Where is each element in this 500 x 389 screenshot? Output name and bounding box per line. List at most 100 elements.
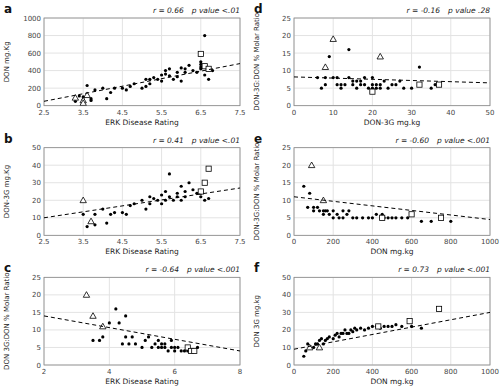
dot-point [390, 83, 393, 86]
dot-point [312, 209, 315, 212]
grid-line [294, 53, 490, 54]
dot-point [316, 206, 319, 209]
grid-line [83, 148, 84, 236]
dot-point [160, 202, 163, 205]
tick-label: 0 [37, 362, 41, 370]
tick-label: 1000 [23, 15, 41, 23]
plot-frame [294, 277, 490, 365]
dot-point [420, 220, 423, 223]
y-axis-label: DON 3G mg.kg [253, 295, 261, 347]
dot-point [394, 323, 397, 326]
tick-label: 7.5 [234, 109, 245, 117]
dot-point [336, 213, 339, 216]
dot-point [184, 190, 187, 193]
dot-point [105, 97, 108, 100]
tick-label: 25 [282, 144, 291, 152]
dot-point [320, 337, 323, 340]
dot-point [312, 206, 315, 209]
dot-point [180, 80, 183, 83]
tick-label: 10 [282, 67, 291, 75]
dot-point [363, 328, 366, 331]
x-axis-label: ERK Disease Rating [105, 247, 179, 256]
x-axis-label: DON mg.kg [370, 377, 413, 386]
tick-label: 5 [287, 85, 291, 93]
square-point [370, 89, 375, 94]
dot-point [144, 78, 147, 81]
dot-point [125, 88, 128, 91]
x-axis-label: ERK Disease Rating [105, 377, 179, 386]
tick-label: 40 [282, 291, 291, 299]
square-point [192, 348, 197, 353]
tick-label: 0 [292, 368, 296, 376]
square-point [436, 306, 441, 311]
triangle-point [330, 36, 336, 42]
tick-label: 10 [329, 109, 338, 117]
dot-point [308, 192, 311, 195]
dot-point [121, 87, 124, 90]
dot-point [328, 55, 331, 58]
dot-point [386, 216, 389, 219]
dot-point [160, 193, 163, 196]
grid-line [372, 148, 373, 236]
triangle-point [308, 162, 314, 168]
square-point [438, 215, 443, 220]
tick-label: 4.5 [117, 109, 128, 117]
tick-label: 3.5 [78, 109, 89, 117]
tick-label: 15 [282, 50, 291, 58]
tick-label: 40 [32, 162, 41, 170]
dot-point [355, 87, 358, 90]
grid-line [122, 18, 123, 106]
tick-label: 5.5 [156, 238, 167, 246]
plot-background [294, 18, 490, 106]
dot-point [118, 321, 121, 324]
dot-point [131, 335, 134, 338]
y-axis-label: DON 3G:DON % Molar Ratio [3, 272, 11, 369]
dot-point [347, 209, 350, 212]
triangle-point [88, 218, 94, 224]
dot-point [148, 195, 151, 198]
dot-point [199, 195, 202, 198]
grid-line [294, 35, 490, 36]
dot-point [184, 71, 187, 74]
square-point [436, 82, 441, 87]
dot-point [124, 335, 127, 338]
dot-point [390, 325, 393, 328]
panel-label: f [254, 261, 260, 275]
dot-point [355, 80, 358, 83]
tick-label: 10 [32, 326, 41, 334]
tick-label: 600 [405, 238, 418, 246]
tick-label: 0 [287, 102, 291, 110]
y-axis-label: DON-3G:DON % Molar Ratio [253, 13, 261, 111]
tick-label: 25 [282, 15, 291, 23]
dot-point [144, 339, 147, 342]
tick-label: 800 [28, 32, 41, 40]
dot-point [375, 213, 378, 216]
stat-annotation: p value .28 [447, 6, 490, 15]
triangle-point [322, 64, 328, 70]
dot-point [187, 181, 190, 184]
tick-label: 6.5 [195, 238, 206, 246]
tick-label: 20 [368, 109, 377, 117]
dot-point [157, 346, 160, 349]
marks [44, 292, 240, 354]
tick-label: 200 [327, 238, 340, 246]
stat-annotation: r = 0.41 [153, 136, 184, 145]
dot-point [113, 211, 116, 214]
tick-label: 10 [282, 197, 291, 205]
grid-line [294, 329, 490, 330]
dot-point [121, 342, 124, 345]
grid-line [294, 165, 490, 166]
dot-point [173, 346, 176, 349]
dot-point [326, 209, 329, 212]
panel: 020040060080010000510152025DON mg.kgDON-… [253, 132, 499, 257]
dot-point [173, 349, 176, 352]
tick-label: 400 [366, 368, 379, 376]
tick-label: 5 [37, 344, 41, 352]
dot-point [332, 216, 335, 219]
dot-point [203, 199, 206, 202]
dot-point [351, 83, 354, 86]
dot-point [337, 335, 340, 338]
dot-point [170, 339, 173, 342]
marks [294, 162, 490, 223]
plot-frame [44, 18, 240, 106]
